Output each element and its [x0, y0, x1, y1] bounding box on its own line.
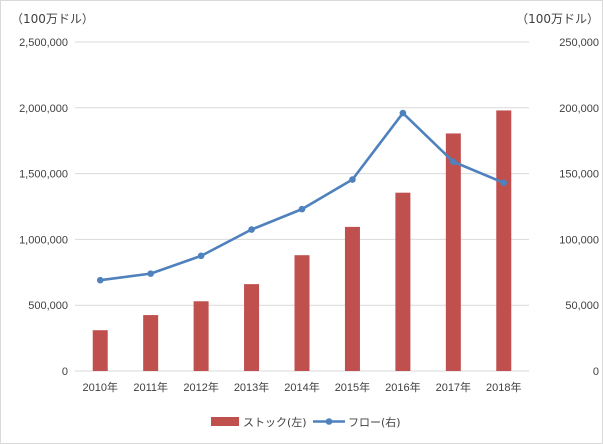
flow-point [500, 179, 508, 187]
left-y-tick-label: 2,000,000 [19, 103, 68, 115]
right-y-tick-label: 50,000 [565, 300, 599, 312]
x-tick-label: 2010年 [82, 380, 117, 394]
stock-bar [294, 255, 310, 371]
stock-bar [244, 284, 260, 371]
right-y-tick-label: 0 [593, 366, 599, 378]
flow-point [248, 226, 255, 233]
left-y-tick-label: 1,500,000 [19, 169, 68, 181]
bar-series [92, 110, 512, 371]
left-y-tick-label: 1,000,000 [19, 234, 68, 246]
left-y-tick-label: 500,000 [28, 300, 68, 312]
stock-bar [92, 330, 108, 371]
x-tick-label: 2015年 [335, 380, 370, 394]
flow-line [100, 111, 505, 282]
left-y-tick-label: 2,500,000 [19, 37, 68, 49]
flow-point [197, 252, 205, 260]
flow-point [147, 270, 154, 277]
line-series [96, 109, 508, 284]
axes: 0 0 500,000 50,000 1,000,000 100,000 1,500,000… [19, 37, 599, 394]
stock-bar [193, 301, 209, 371]
x-tick-label: 2016年 [385, 380, 420, 394]
stock-bar [395, 192, 411, 371]
x-tick-label: 2011年 [133, 380, 168, 394]
legend-label-stock: ストック(左) [243, 416, 307, 429]
right-axis-unit-label: （100万ドル） [516, 12, 599, 26]
x-tick-label: 2017年 [436, 380, 471, 394]
flow-point [96, 276, 104, 284]
x-tick-label: 2018年 [486, 380, 521, 394]
right-y-tick-label: 100,000 [559, 234, 599, 246]
right-y-tick-label: 200,000 [559, 103, 599, 115]
flow-point [450, 158, 457, 166]
legend-swatch-stock [211, 417, 239, 426]
x-tick-label: 2014年 [284, 380, 319, 394]
left-y-tick-label: 0 [62, 366, 68, 378]
stock-bar [445, 133, 461, 371]
flow-point [399, 109, 407, 117]
flow-point [298, 205, 306, 213]
legend-label-flow: フロー(右) [348, 415, 401, 429]
x-tick-label: 2013年 [234, 380, 269, 394]
legend-marker-flow [325, 418, 333, 425]
stock-bar [143, 315, 159, 371]
right-y-tick-label: 250,000 [559, 37, 599, 49]
flow-point [349, 176, 356, 183]
x-tick-label: 2012年 [183, 380, 218, 394]
right-y-tick-label: 150,000 [559, 169, 599, 181]
stock-bar [344, 226, 360, 371]
left-axis-unit-label: （100万ドル） [11, 12, 94, 26]
stock-bar [496, 110, 512, 371]
legend: ストック(左) フロー(右) [211, 415, 401, 429]
